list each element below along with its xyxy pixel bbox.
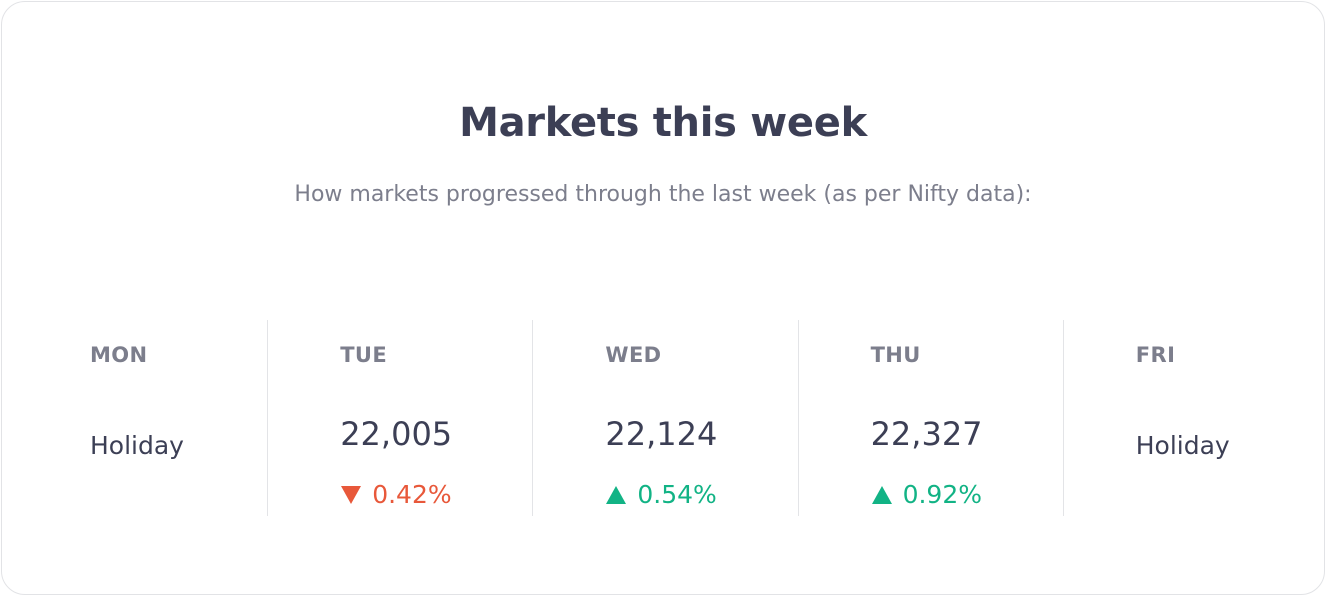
day-label: THU	[870, 343, 921, 367]
weekday-strip: MON Holiday TUE 22,005 0.42% WED 22,124 …	[2, 320, 1328, 516]
day-label: TUE	[340, 343, 388, 367]
holiday-text: Holiday	[1135, 431, 1230, 460]
change-percent: 0.54%	[637, 480, 717, 509]
nifty-close-value: 22,005	[340, 415, 453, 453]
day-label: FRI	[1135, 343, 1176, 367]
card-title: Markets this week	[459, 100, 867, 146]
change-percent: 0.42%	[372, 480, 452, 509]
triangle-down-icon	[340, 485, 362, 505]
day-column-tue: TUE 22,005 0.42%	[267, 320, 532, 516]
change-indicator: 0.54%	[605, 478, 717, 512]
change-indicator: 0.42%	[340, 478, 452, 512]
day-column-mon: MON Holiday	[2, 320, 267, 516]
day-column-fri: FRI Holiday	[1062, 320, 1328, 516]
day-column-thu: THU 22,327 0.92%	[797, 320, 1063, 516]
card-subtitle: How markets progressed through the last …	[294, 182, 1032, 207]
triangle-up-icon	[605, 485, 627, 505]
nifty-close-value: 22,124	[605, 415, 718, 453]
triangle-up-icon	[871, 485, 893, 505]
holiday-text: Holiday	[90, 431, 184, 460]
day-label: WED	[605, 343, 662, 367]
day-label: MON	[90, 343, 148, 367]
change-percent: 0.92%	[902, 480, 982, 509]
change-indicator: 0.92%	[871, 478, 982, 512]
day-column-wed: WED 22,124 0.54%	[532, 320, 797, 516]
nifty-close-value: 22,327	[870, 415, 983, 453]
